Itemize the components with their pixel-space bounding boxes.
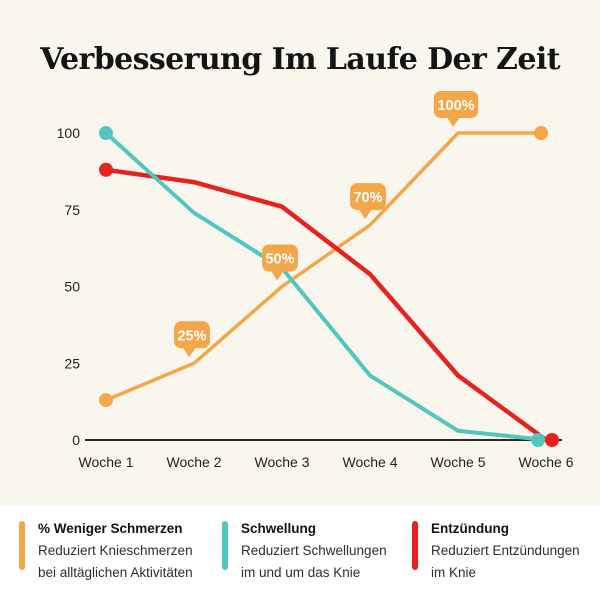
badge-label: 100% <box>437 98 474 114</box>
badge-tail <box>183 347 196 358</box>
legend-item-title: Entzündung <box>431 521 509 536</box>
x-axis-label: Woche 2 <box>167 454 222 470</box>
badge-box <box>433 91 479 118</box>
point-dot <box>99 126 113 140</box>
badge-label: 25% <box>177 328 206 344</box>
badge-label: 50% <box>265 252 294 268</box>
y-tick-label: 100 <box>57 125 81 141</box>
legend-item-desc: Reduziert Schwellungen <box>241 543 387 558</box>
badge-tail <box>359 209 372 220</box>
value-badge: 25% <box>174 321 210 358</box>
legend-text: Schwellung Reduziert Schwellungen im und… <box>241 518 387 584</box>
x-axis-label: Woche 4 <box>343 454 398 470</box>
chart-title: Verbesserung Im Laufe Der Zeit <box>40 42 560 78</box>
legend: % Weniger Schmerzen Reduziert Knieschmer… <box>0 505 600 600</box>
series-line-1 <box>104 131 548 442</box>
value-badge: 100% <box>433 91 479 127</box>
badge-tail <box>447 117 460 127</box>
point-dot <box>545 433 559 447</box>
point-dot <box>534 126 548 140</box>
series-line-2 <box>103 167 549 443</box>
legend-color-bar-orange <box>19 521 25 570</box>
legend-color-bar-teal <box>222 521 228 570</box>
y-tick-label: 25 <box>64 355 80 371</box>
legend-text: % Weniger Schmerzen Reduziert Knieschmer… <box>38 518 193 584</box>
legend-item-title: % Weniger Schmerzen <box>38 521 183 536</box>
legend-item-desc: Reduziert Entzündungen <box>431 543 580 558</box>
legend-item-desc: im Knie <box>431 565 477 580</box>
badge-label: 70% <box>353 190 382 206</box>
legend-item-schwellung: Schwellung Reduziert Schwellungen im und… <box>222 518 387 584</box>
badge-tail <box>271 270 284 281</box>
legend-item-desc: im und um das Knie <box>241 565 361 580</box>
y-tick-label: 0 <box>72 432 80 448</box>
badge-box <box>174 321 210 349</box>
legend-item-desc: bei alltäglichen Aktivitäten <box>38 565 193 580</box>
line-chart: 0 25 50 75 100 Woche 1 Woche 2 Woche 3 Woche 4 Wo… <box>57 91 574 470</box>
x-axis-label: Woche 1 <box>79 454 134 470</box>
series-line-0 <box>104 131 548 402</box>
badge-box <box>350 183 386 211</box>
y-tick-label: 50 <box>64 279 80 295</box>
x-axis-label: Woche 5 <box>431 454 486 470</box>
point-dot <box>531 433 545 447</box>
value-badge: 70% <box>350 183 386 220</box>
point-dot <box>99 162 113 177</box>
legend-text: Entzündung Reduziert Entzündungen im Kni… <box>431 518 580 584</box>
legend-item-weniger-schmerzen: % Weniger Schmerzen Reduziert Knieschmer… <box>19 518 193 584</box>
x-axis-label: Woche 6 <box>519 454 574 470</box>
y-tick-label: 75 <box>64 202 80 218</box>
point-dot <box>99 393 113 408</box>
legend-item-entzuendung: Entzündung Reduziert Entzündungen im Kni… <box>412 518 580 584</box>
value-badge: 50% <box>262 244 298 281</box>
legend-item-desc: Reduziert Knieschmerzen <box>38 543 193 558</box>
legend-item-title: Schwellung <box>241 521 317 536</box>
legend-color-bar-red <box>412 521 418 570</box>
x-axis-label: Woche 3 <box>255 454 310 470</box>
badge-box <box>262 244 298 272</box>
